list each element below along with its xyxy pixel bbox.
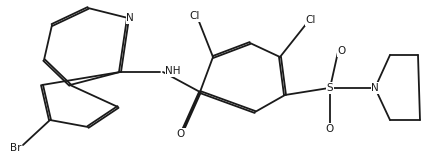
Text: O: O [177, 129, 185, 139]
Text: N: N [126, 13, 134, 23]
Text: O: O [338, 46, 346, 56]
Text: S: S [326, 83, 333, 93]
Text: Br: Br [10, 143, 22, 153]
Text: O: O [325, 124, 333, 134]
Text: Cl: Cl [190, 11, 200, 21]
Text: N: N [371, 83, 379, 93]
Text: NH: NH [165, 66, 181, 76]
Text: Cl: Cl [306, 15, 316, 25]
